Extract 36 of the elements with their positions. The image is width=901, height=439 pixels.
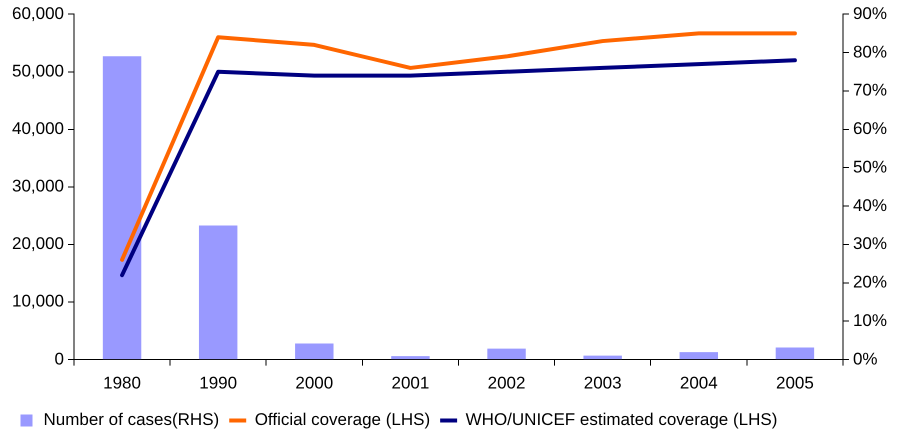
x-tick-label: 2003 — [584, 373, 622, 392]
y2-tick-label: 10% — [852, 310, 888, 330]
legend-label: Official coverage (LHS) — [254, 410, 430, 430]
y2-tick-label: 60% — [852, 119, 888, 138]
y-tick-label: 30,000 — [12, 176, 64, 196]
x-tick-label: 1980 — [103, 373, 141, 392]
x-tick-label: 2005 — [776, 373, 814, 392]
x-tick-label: 1990 — [199, 373, 238, 392]
bar — [391, 356, 430, 360]
y2-tick-label: 50% — [852, 157, 888, 176]
bar — [295, 343, 334, 360]
y2-tick-label: 90% — [852, 4, 888, 23]
y-tick-label: 60,000 — [12, 4, 64, 23]
y2-tick-label: 0% — [852, 349, 878, 368]
y2-tick-label: 40% — [852, 196, 888, 215]
y-tick-label: 0 — [54, 349, 64, 368]
y2-tick-label: 80% — [852, 42, 888, 62]
y-tick-label: 10,000 — [12, 292, 64, 311]
y2-tick-label: 30% — [852, 234, 888, 254]
x-tick-label: 2001 — [392, 373, 430, 392]
legend-label: WHO/UNICEF estimated coverage (LHS) — [466, 410, 778, 430]
y2-tick-label: 70% — [852, 80, 888, 100]
y2-tick-label: 20% — [852, 272, 888, 292]
x-tick-label: 2000 — [295, 373, 334, 392]
y-tick-label: 50,000 — [12, 61, 64, 80]
bar — [198, 225, 238, 360]
bar — [102, 56, 142, 360]
bar — [487, 348, 526, 360]
y-tick-label: 40,000 — [12, 119, 64, 138]
x-tick-label: 2004 — [680, 373, 718, 392]
bar — [680, 352, 718, 360]
y-tick-label: 20,000 — [12, 234, 64, 254]
x-tick-label: 2002 — [488, 373, 526, 392]
bar — [583, 356, 622, 360]
bar — [776, 348, 814, 360]
legend-label: Number of cases(RHS) — [44, 410, 220, 430]
